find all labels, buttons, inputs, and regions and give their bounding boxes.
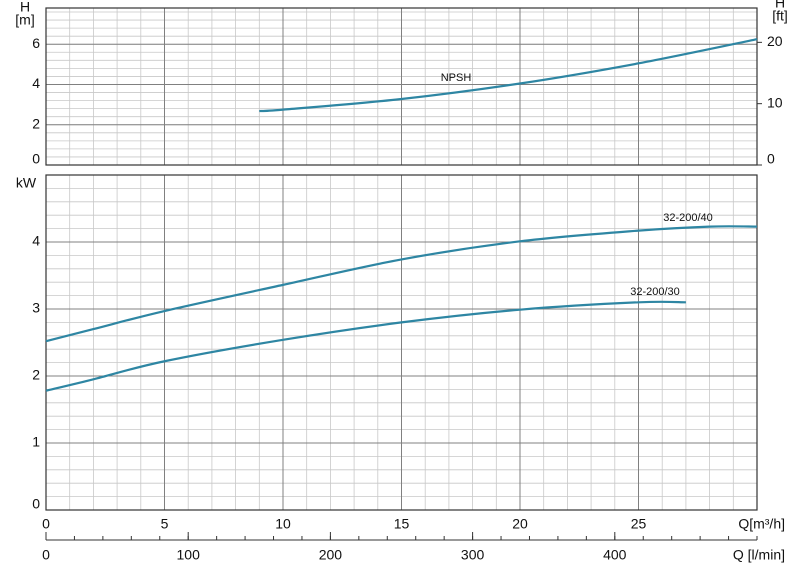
y-tick-label: 0	[32, 151, 40, 167]
x2-tick-label: 0	[42, 547, 50, 563]
y-axis-label: [m]	[15, 12, 34, 28]
x2-tick-label: 300	[461, 547, 485, 563]
x-axis-label: Q[m³/h]	[738, 516, 785, 532]
curve	[259, 38, 758, 113]
y-tick-label: 4	[32, 75, 40, 91]
y2-tick-label: 20	[767, 33, 783, 49]
x2-tick-label: 200	[319, 547, 343, 563]
x-tick-label: 5	[161, 516, 169, 532]
y-axis-label: H	[20, 0, 30, 15]
x2-tick-label: 400	[603, 547, 627, 563]
curve-label: NPSH	[441, 72, 472, 84]
curve	[45, 225, 758, 343]
y-tick-label: 2	[32, 115, 40, 131]
x-tick-label: 20	[512, 516, 528, 532]
y-tick-label: 3	[32, 300, 40, 316]
y2-tick-label: 10	[767, 94, 783, 110]
y-tick-label: 2	[32, 367, 40, 383]
y2-axis-label: H	[775, 0, 785, 11]
curve-label: 32-200/40	[663, 212, 713, 224]
y-tick-label: 0	[32, 496, 40, 512]
curve-label: 32-200/30	[630, 286, 680, 298]
y-tick-label: 4	[32, 233, 40, 249]
x-tick-label: 0	[42, 516, 50, 532]
y-axis-label: kW	[16, 175, 37, 191]
y2-axis-label: [ft]	[772, 8, 788, 24]
curve	[45, 300, 686, 392]
y-tick-label: 1	[32, 434, 40, 450]
plot-frame	[45, 7, 758, 166]
plot-frame	[45, 174, 758, 511]
x-tick-label: 15	[394, 516, 410, 532]
x-tick-label: 10	[275, 516, 291, 532]
x2-axis-label: Q [l/min]	[733, 547, 785, 563]
y2-tick-label: 0	[767, 151, 775, 167]
y-tick-label: 6	[32, 35, 40, 51]
x2-tick-label: 100	[177, 547, 201, 563]
x-tick-label: 25	[631, 516, 647, 532]
